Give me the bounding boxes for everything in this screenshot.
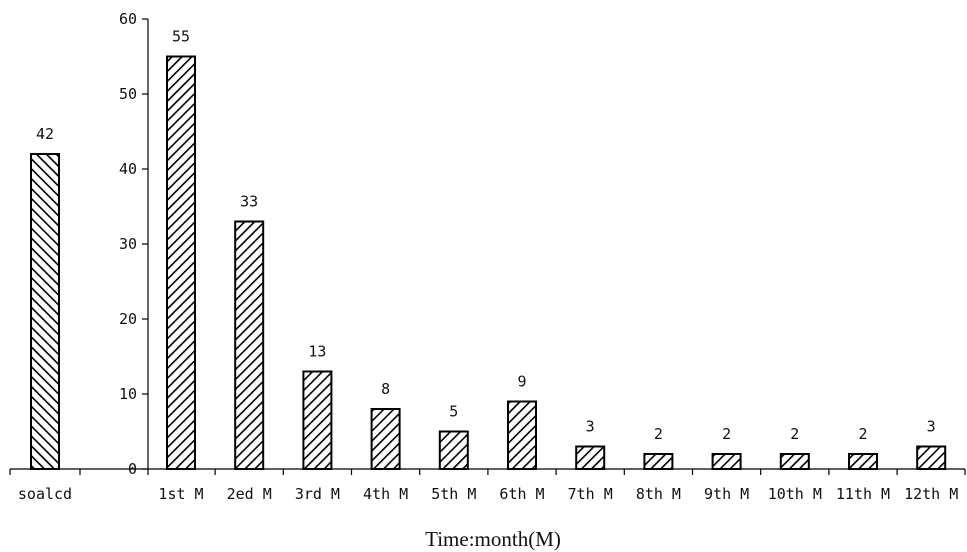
bar bbox=[507, 400, 537, 470]
data-label: 13 bbox=[308, 343, 326, 361]
bars bbox=[30, 55, 947, 470]
x-tick-label: 1st M bbox=[158, 485, 203, 503]
x-tick-label: soalcd bbox=[18, 485, 72, 503]
data-label: 5 bbox=[449, 403, 458, 421]
bar bbox=[848, 453, 878, 470]
y-tick-label: 60 bbox=[119, 10, 137, 28]
y-tick-label: 10 bbox=[119, 385, 137, 403]
y-tick-label: 40 bbox=[119, 160, 137, 178]
x-tick-label: 7th M bbox=[568, 485, 613, 503]
bar bbox=[711, 453, 742, 470]
x-tick-label: 6th M bbox=[499, 485, 544, 503]
data-label: 33 bbox=[240, 193, 258, 211]
y-tick-label: 30 bbox=[119, 235, 137, 253]
bar bbox=[779, 453, 810, 470]
data-label: 2 bbox=[858, 425, 867, 443]
x-tick-label: 12th M bbox=[904, 485, 958, 503]
bar bbox=[234, 220, 265, 470]
data-label: 3 bbox=[586, 418, 595, 436]
y-tick-label: 20 bbox=[119, 310, 137, 328]
x-axis-title: Time:month(M) bbox=[425, 527, 561, 551]
data-label: 42 bbox=[36, 125, 54, 143]
x-tick-label: 11th M bbox=[836, 485, 890, 503]
bar bbox=[643, 453, 674, 470]
y-tick-label: 50 bbox=[119, 85, 137, 103]
x-tick-label: 5th M bbox=[431, 485, 476, 503]
bar bbox=[30, 153, 60, 470]
x-tick-label: 8th M bbox=[636, 485, 681, 503]
bar bbox=[916, 445, 947, 470]
x-tick-label: 10th M bbox=[768, 485, 822, 503]
data-label: 8 bbox=[381, 380, 390, 398]
x-axis: soalcd 1st M 2ed M 3rd M 4th M 5th M 6th M 7th … bbox=[9, 468, 966, 503]
x-tick-label: 3rd M bbox=[295, 485, 340, 503]
x-tick-label: 9th M bbox=[704, 485, 749, 503]
bar bbox=[166, 55, 196, 470]
data-label: 2 bbox=[654, 425, 663, 443]
bar bbox=[370, 408, 401, 470]
data-labels: 42 55 33 13 8 5 9 3 2 2 2 2 3 bbox=[36, 28, 936, 444]
data-label: 2 bbox=[790, 425, 799, 443]
data-label: 3 bbox=[927, 418, 936, 436]
data-label: 2 bbox=[722, 425, 731, 443]
data-label: 9 bbox=[517, 373, 526, 391]
data-label: 55 bbox=[172, 28, 190, 46]
bar bbox=[438, 430, 469, 470]
x-tick-label: 4th M bbox=[363, 485, 408, 503]
x-tick-label: 2ed M bbox=[227, 485, 272, 503]
bar bbox=[302, 370, 333, 470]
bar bbox=[575, 445, 606, 470]
